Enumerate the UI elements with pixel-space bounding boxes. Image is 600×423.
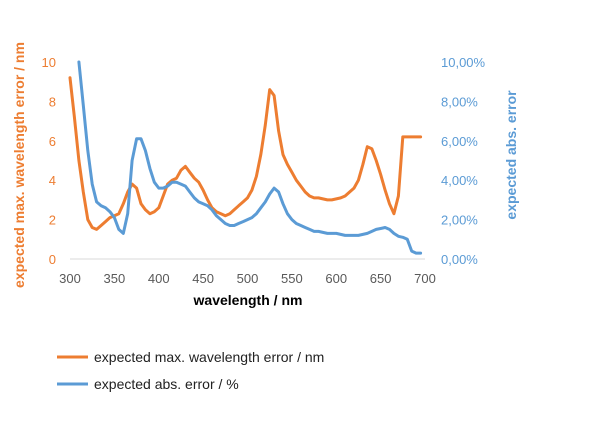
y-right-tick-label: 0,00%: [441, 252, 478, 267]
x-tick-label: 350: [104, 271, 126, 286]
y-right-tick-label: 10,00%: [441, 55, 486, 70]
x-tick-label: 300: [59, 271, 81, 286]
x-tick-label: 600: [325, 271, 347, 286]
legend-label: expected abs. error / %: [94, 376, 239, 392]
y-left-tick-label: 2: [49, 213, 56, 228]
y-left-tick-label: 4: [49, 173, 56, 188]
y-right-tick-label: 8,00%: [441, 94, 478, 109]
y-left-tick-label: 8: [49, 94, 56, 109]
y-left-tick-label: 10: [42, 55, 56, 70]
legend-label: expected max. wavelength error / nm: [94, 349, 324, 365]
y-right-tick-label: 6,00%: [441, 134, 478, 149]
x-tick-label: 550: [281, 271, 303, 286]
legend: expected max. wavelength error / nm expec…: [57, 349, 324, 392]
y-right-axis-title: expected abs. error: [503, 90, 519, 220]
x-axis-title: wavelength / nm: [193, 292, 303, 308]
y-right-tick-label: 4,00%: [441, 173, 478, 188]
x-tick-label: 450: [192, 271, 214, 286]
y-right-tick-label: 2,00%: [441, 213, 478, 228]
x-tick-label: 400: [148, 271, 170, 286]
x-tick-label: 650: [370, 271, 392, 286]
x-tick-label: 700: [414, 271, 436, 286]
axes: 300 350 400 450 500 550 600 650 700 0 2 4 6 8 10 0,00% 2…: [11, 42, 519, 308]
series-group: [68, 60, 423, 255]
y-left-tick-label: 0: [49, 252, 56, 267]
x-tick-label: 500: [237, 271, 259, 286]
y-left-axis-title: expected max. wavelength error / nm: [11, 42, 27, 288]
y-left-tick-label: 6: [49, 134, 56, 149]
series-line-wavelength-error: [68, 76, 423, 231]
series-line-abs-error: [77, 60, 423, 255]
